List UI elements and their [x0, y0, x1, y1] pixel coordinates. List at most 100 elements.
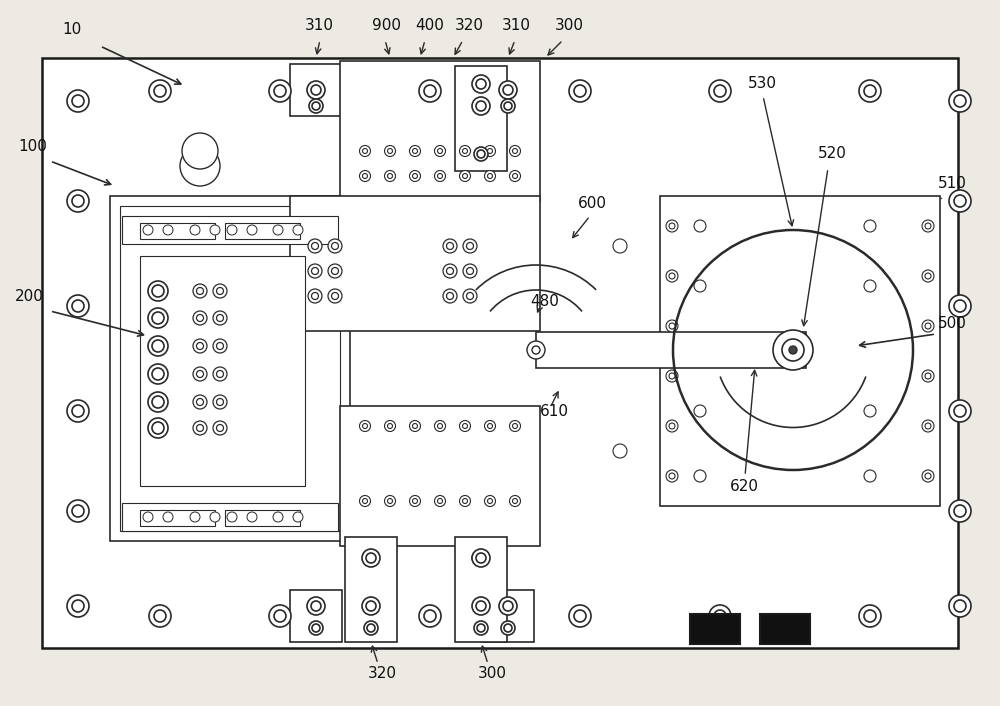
- Bar: [455, 537, 507, 642]
- Circle shape: [148, 364, 168, 384]
- Circle shape: [413, 148, 418, 153]
- Circle shape: [460, 421, 471, 431]
- Circle shape: [434, 171, 446, 181]
- Circle shape: [694, 220, 706, 232]
- Circle shape: [462, 498, 468, 503]
- Circle shape: [512, 148, 518, 153]
- Circle shape: [476, 101, 486, 111]
- Circle shape: [501, 99, 515, 113]
- Circle shape: [472, 549, 490, 567]
- Circle shape: [666, 220, 678, 232]
- Circle shape: [190, 225, 200, 235]
- Circle shape: [328, 239, 342, 253]
- Circle shape: [410, 421, 420, 431]
- Circle shape: [434, 421, 446, 431]
- Circle shape: [510, 496, 520, 506]
- Circle shape: [193, 311, 207, 325]
- Circle shape: [864, 85, 876, 97]
- Circle shape: [72, 195, 84, 207]
- Text: 310: 310: [305, 18, 334, 33]
- Bar: [290, 590, 342, 642]
- Circle shape: [462, 424, 468, 429]
- Circle shape: [332, 242, 338, 249]
- Circle shape: [196, 342, 204, 349]
- Circle shape: [954, 405, 966, 417]
- Circle shape: [709, 605, 731, 627]
- Circle shape: [438, 498, 442, 503]
- Circle shape: [366, 601, 376, 611]
- Circle shape: [512, 424, 518, 429]
- Circle shape: [227, 225, 237, 235]
- Circle shape: [510, 145, 520, 157]
- Circle shape: [510, 171, 520, 181]
- Circle shape: [484, 496, 496, 506]
- Circle shape: [384, 145, 396, 157]
- Circle shape: [864, 610, 876, 622]
- Bar: [290, 196, 540, 331]
- Circle shape: [362, 424, 368, 429]
- Circle shape: [462, 148, 468, 153]
- Circle shape: [789, 346, 797, 354]
- Circle shape: [152, 285, 164, 297]
- Bar: [660, 196, 940, 506]
- Circle shape: [193, 395, 207, 409]
- Circle shape: [922, 270, 934, 282]
- Circle shape: [925, 373, 931, 379]
- Circle shape: [510, 421, 520, 431]
- Circle shape: [438, 424, 442, 429]
- Circle shape: [922, 420, 934, 432]
- Circle shape: [362, 549, 380, 567]
- Circle shape: [154, 85, 166, 97]
- Text: 500: 500: [938, 316, 967, 331]
- Circle shape: [859, 605, 881, 627]
- Text: 900: 900: [372, 18, 401, 33]
- Circle shape: [332, 292, 338, 299]
- Circle shape: [462, 174, 468, 179]
- Text: 10: 10: [62, 22, 81, 37]
- Text: 310: 310: [502, 18, 531, 33]
- Circle shape: [949, 190, 971, 212]
- Circle shape: [247, 225, 257, 235]
- Circle shape: [384, 496, 396, 506]
- Bar: [482, 590, 534, 642]
- Circle shape: [424, 85, 436, 97]
- Bar: [536, 332, 806, 368]
- Circle shape: [72, 505, 84, 517]
- Circle shape: [424, 610, 436, 622]
- Circle shape: [143, 225, 153, 235]
- Bar: [760, 614, 810, 644]
- Circle shape: [413, 498, 418, 503]
- Circle shape: [419, 605, 441, 627]
- Circle shape: [308, 264, 322, 278]
- Circle shape: [213, 421, 227, 435]
- Circle shape: [307, 597, 325, 615]
- Text: 600: 600: [578, 196, 607, 211]
- Circle shape: [443, 239, 457, 253]
- Circle shape: [569, 605, 591, 627]
- Circle shape: [309, 99, 323, 113]
- Circle shape: [472, 550, 488, 566]
- Circle shape: [196, 398, 204, 405]
- Circle shape: [859, 80, 881, 102]
- Circle shape: [574, 610, 586, 622]
- Bar: [225, 510, 300, 526]
- Circle shape: [954, 505, 966, 517]
- Circle shape: [152, 340, 164, 352]
- Circle shape: [714, 610, 726, 622]
- Bar: [340, 406, 540, 546]
- Bar: [122, 216, 338, 244]
- Bar: [690, 614, 740, 644]
- Circle shape: [216, 424, 224, 431]
- Bar: [225, 223, 300, 239]
- Circle shape: [434, 145, 446, 157]
- Circle shape: [954, 195, 966, 207]
- Circle shape: [180, 146, 220, 186]
- Circle shape: [474, 147, 488, 161]
- Circle shape: [182, 133, 218, 169]
- Circle shape: [949, 400, 971, 422]
- Circle shape: [954, 600, 966, 612]
- Circle shape: [413, 174, 418, 179]
- Circle shape: [72, 300, 84, 312]
- Circle shape: [67, 190, 89, 212]
- Circle shape: [949, 295, 971, 317]
